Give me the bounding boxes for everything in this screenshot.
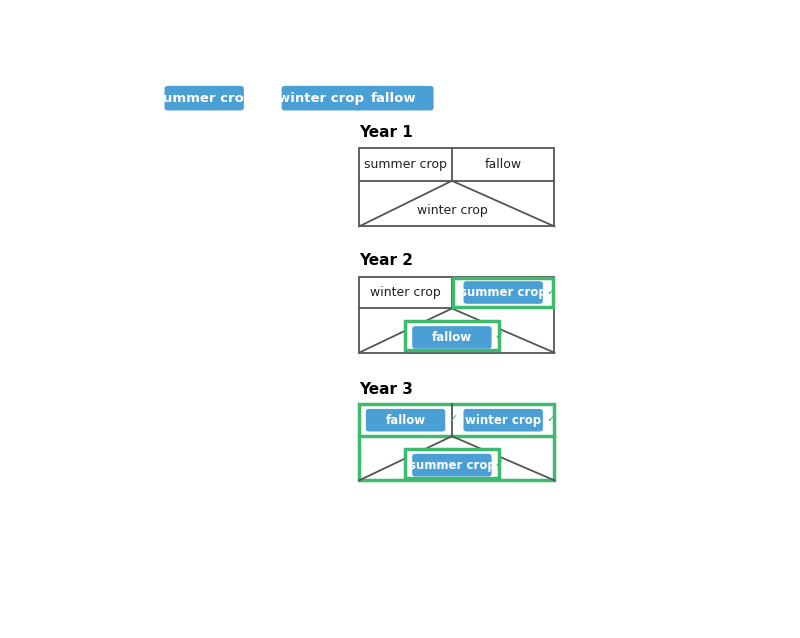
Text: ✓: ✓ [546,414,555,424]
Text: winter crop: winter crop [417,204,487,217]
Text: ✓: ✓ [448,414,458,424]
Text: summer crop: summer crop [155,92,254,105]
FancyBboxPatch shape [165,86,244,110]
Text: Year 2: Year 2 [359,253,413,268]
Text: ✓: ✓ [494,331,504,341]
Text: summer crop: summer crop [409,459,495,471]
FancyBboxPatch shape [412,454,492,477]
Text: fallow: fallow [432,331,472,344]
Bar [359,404,554,480]
Text: fallow: fallow [386,413,426,427]
Text: summer crop: summer crop [364,158,447,171]
Bar [359,276,554,353]
Text: summer crop: summer crop [460,286,546,299]
Bar [405,322,498,350]
Bar [405,449,498,478]
Text: fallow: fallow [371,92,417,105]
Bar [359,148,554,226]
Text: ✓: ✓ [546,286,555,297]
Text: winter crop: winter crop [465,413,542,427]
Text: ✓: ✓ [494,459,504,469]
Bar [453,278,554,307]
Text: Year 1: Year 1 [359,126,413,140]
FancyBboxPatch shape [366,409,446,431]
FancyBboxPatch shape [354,86,434,110]
FancyBboxPatch shape [282,86,361,110]
Text: fallow: fallow [485,158,522,171]
Text: Year 3: Year 3 [359,382,413,397]
FancyBboxPatch shape [463,409,543,431]
FancyBboxPatch shape [463,281,543,304]
Text: winter crop: winter crop [370,286,441,299]
Text: winter crop: winter crop [278,92,364,105]
FancyBboxPatch shape [412,326,492,349]
